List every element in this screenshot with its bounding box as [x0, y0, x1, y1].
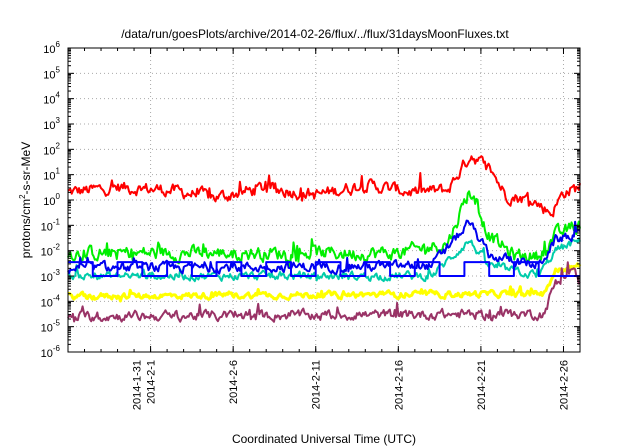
x-axis: 2014-1-31 2014-2-1 2014-2-6 2014-2-11 2014-2…	[67, 48, 581, 410]
y-tick-label: 106	[43, 40, 60, 56]
y-axis: 10-6 10-5 10-4 10-3 10-2 10-1 100 101 102 103 104 1…	[41, 40, 580, 360]
x-tick-label: 2014-2-16	[393, 360, 405, 410]
x-axis-label: Coordinated Universal Time (UTC)	[232, 432, 416, 446]
series-line-2	[67, 237, 581, 283]
series-line-5	[67, 261, 581, 323]
y-tick-label: 102	[43, 141, 60, 157]
grid	[68, 48, 580, 352]
x-tick-label: 2014-2-21	[476, 360, 488, 410]
y-tick-label: 10-5	[41, 319, 61, 335]
series-line-1	[67, 190, 581, 268]
y-tick-label: 10-6	[41, 344, 61, 360]
series-line-3	[67, 219, 581, 276]
y-tick-label: 10-4	[41, 293, 61, 309]
y-tick-label: 101	[43, 167, 60, 183]
chart-title: /data/run/goesPlots/archive/2014-02-26/f…	[121, 27, 509, 41]
x-tick-label: 2014-2-6	[228, 360, 240, 404]
y-tick-label: 100	[43, 192, 60, 208]
series-line-6	[68, 261, 580, 277]
x-tick-label: 2014-1-31	[132, 360, 144, 410]
y-tick-label: 10-2	[41, 243, 61, 259]
y-axis-label: protons/cm2-s-sr-MeV	[18, 142, 33, 258]
y-tick-label: 10-3	[41, 268, 61, 284]
x-tick-label: 2014-2-1	[146, 360, 158, 404]
x-tick-label: 2014-2-11	[311, 360, 323, 409]
y-tick-label: 10-1	[41, 217, 61, 233]
series-group	[67, 155, 582, 323]
series-line-4	[67, 262, 582, 303]
series-line-0	[67, 155, 581, 218]
y-tick-label: 104	[43, 91, 60, 107]
y-tick-label: 105	[43, 65, 60, 81]
x-tick-label: 2014-2-26	[558, 360, 570, 410]
y-tick-label: 103	[43, 116, 60, 132]
